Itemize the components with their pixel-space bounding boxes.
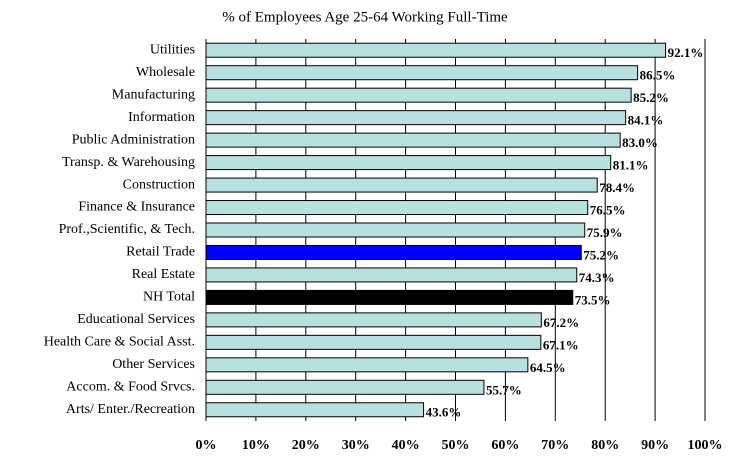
- data-label: 84.1%: [628, 113, 664, 128]
- bar: [205, 110, 627, 126]
- data-label: 43.6%: [426, 405, 462, 420]
- y-tick-label: Arts/ Enter./Recreation: [66, 402, 195, 417]
- y-tick-label: NH Total: [143, 290, 195, 305]
- bar: [205, 155, 612, 171]
- x-tick-label: 40%: [392, 438, 420, 453]
- x-tick-label: 60%: [491, 438, 519, 453]
- data-label: 75.2%: [583, 247, 619, 262]
- data-label: 83.0%: [622, 135, 658, 150]
- x-tick-label: 70%: [541, 438, 569, 453]
- bar: [205, 177, 598, 193]
- bar: [205, 334, 542, 350]
- bar: [205, 42, 667, 58]
- data-label: 81.1%: [613, 158, 649, 173]
- x-tick-label: 0%: [196, 438, 217, 453]
- y-tick-label: Information: [128, 110, 195, 125]
- y-tick-label: Accom. & Food Srvcs.: [66, 380, 195, 395]
- bar: [205, 289, 574, 305]
- x-tick-label: 90%: [641, 438, 669, 453]
- data-label: 55.7%: [486, 382, 522, 397]
- x-tick-label: 10%: [242, 438, 270, 453]
- bar: [205, 132, 621, 148]
- data-label: 73.5%: [575, 292, 611, 307]
- bar: [205, 402, 425, 418]
- y-tick-label: Health Care & Social Asst.: [44, 335, 195, 350]
- y-tick-label: Public Administration: [72, 132, 195, 147]
- data-label: 78.4%: [599, 180, 635, 195]
- data-label: 86.5%: [640, 68, 676, 83]
- y-tick-label: Wholesale: [136, 65, 195, 80]
- y-tick-label: Transp. & Warehousing: [62, 155, 195, 170]
- y-tick-label: Prof.,Scientific, & Tech.: [59, 222, 195, 237]
- data-label: 92.1%: [668, 45, 704, 60]
- y-tick-label: Finance & Insurance: [78, 200, 195, 215]
- y-tick-label: Manufacturing: [112, 87, 195, 102]
- bar: [205, 312, 542, 328]
- bar: [205, 65, 639, 81]
- x-tick-label: 30%: [342, 438, 370, 453]
- x-tick-label: 50%: [442, 438, 470, 453]
- bar: [205, 87, 632, 103]
- data-label: 64.5%: [530, 360, 566, 375]
- y-tick-label: Other Services: [112, 357, 195, 372]
- y-tick-label: Utilities: [150, 42, 195, 57]
- bar: [205, 357, 529, 373]
- bar: [205, 244, 582, 260]
- data-label: 74.3%: [579, 270, 615, 285]
- data-label: 67.2%: [543, 315, 579, 330]
- data-label: 75.9%: [587, 225, 623, 240]
- y-tick-label: Construction: [123, 177, 195, 192]
- y-tick-label: Retail Trade: [126, 245, 195, 260]
- bar: [205, 379, 485, 395]
- data-label: 85.2%: [633, 90, 669, 105]
- bar: [205, 267, 578, 283]
- bar: [205, 222, 586, 238]
- data-label: 76.5%: [590, 203, 626, 218]
- bar: [205, 200, 589, 216]
- chart-title: % of Employees Age 25-64 Working Full-Ti…: [222, 9, 508, 25]
- y-tick-label: Educational Services: [77, 312, 195, 327]
- y-tick-label: Real Estate: [132, 267, 195, 282]
- x-tick-label: 80%: [591, 438, 619, 453]
- data-label: 67.1%: [543, 337, 579, 352]
- x-tick-label: 20%: [292, 438, 320, 453]
- x-tick-label: 100%: [688, 438, 723, 453]
